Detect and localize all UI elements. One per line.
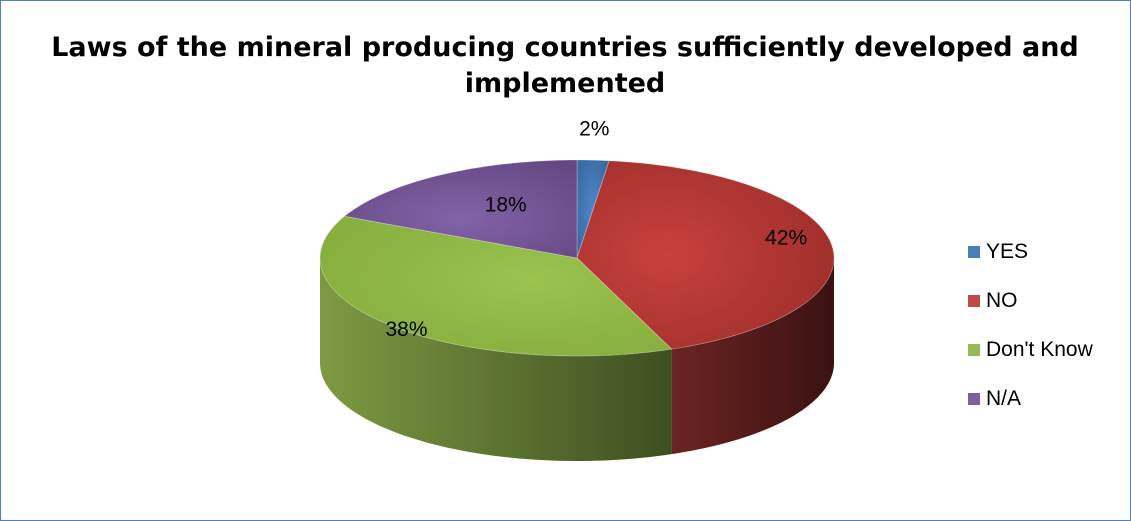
pie-side-don-t-know [320,258,672,461]
data-label-n-a: 18% [485,193,527,216]
legend-label-no: NO [986,289,1018,312]
legend-swatch-yes [968,246,980,258]
data-label-no: 42% [765,226,807,249]
data-label-yes: 2% [579,118,609,141]
legend: YES NO Don't Know N/A [968,240,1093,436]
data-label-don-t-know: 38% [385,318,427,341]
pie-side-no [671,258,834,455]
legend-item-don-t-know: Don't Know [968,338,1093,362]
pie-slice-no [576,160,835,350]
legend-swatch-don-t-know [968,344,980,356]
legend-label-n-a: N/A [986,387,1022,410]
pie-slice-n-a [343,159,578,259]
pie-slice-don-t-know [319,215,673,357]
legend-item-no: NO [968,289,1093,313]
legend-swatch-n-a [968,393,980,405]
legend-label-yes: YES [986,240,1029,263]
pie-slice-yes [576,159,610,259]
chart-title: Laws of the mineral producing countries … [51,32,1079,99]
legend-item-yes: YES [968,240,1093,264]
legend-label-don-t-know: Don't Know [986,338,1093,361]
legend-item-n-a: N/A [968,387,1093,411]
legend-swatch-no [968,295,980,307]
